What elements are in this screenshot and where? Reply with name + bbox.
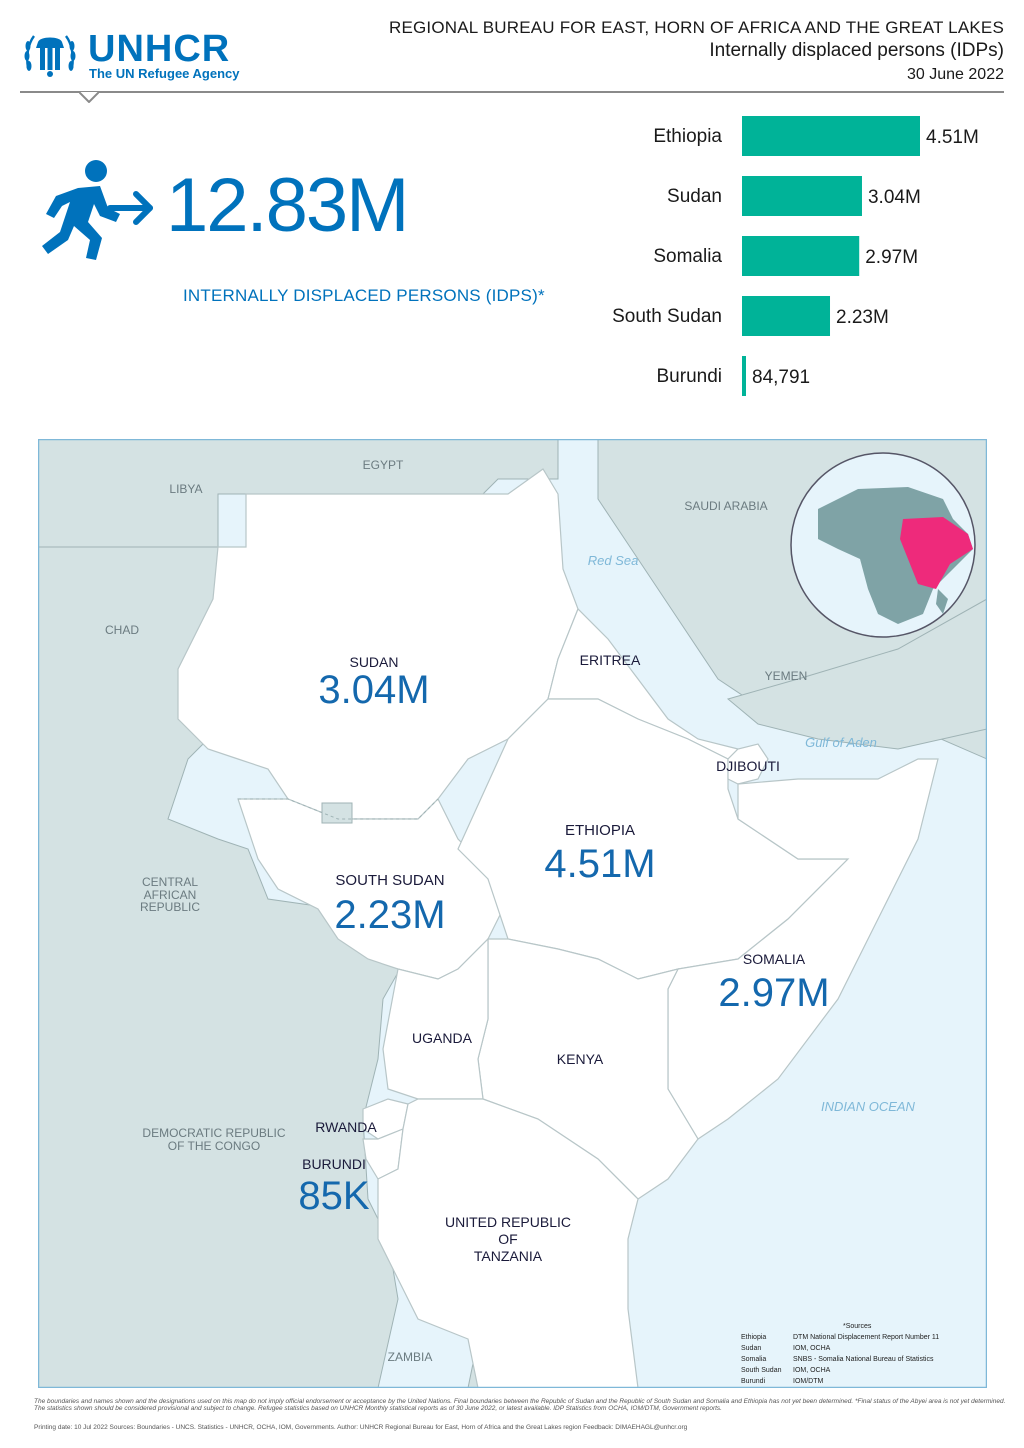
label-eritrea: ERITREA [580,652,641,668]
value-ethiopia: 4.51M [544,842,655,886]
value-somalia: 2.97M [718,971,829,1015]
label-zambia: ZAMBIA [388,1350,433,1364]
header-notch-icon [79,91,99,103]
footer-disclaimer: The boundaries and names shown and the d… [34,1398,1006,1412]
report-date: 30 June 2022 [907,66,1004,83]
report-subtitle: Internally displaced persons (IDPs) [709,40,1004,61]
label-tanzania-2: OF [498,1231,517,1247]
bar-2 [742,236,860,276]
somalia-shape [667,758,939,1140]
africa-globe-inset [790,452,976,638]
abyei-area [321,802,353,824]
src-country-1: Sudan [741,1345,761,1352]
bar-value-label-2: 2.97M [865,247,918,268]
bar-label-3: South Sudan [612,306,722,327]
bar-value-label-1: 3.04M [868,187,921,208]
label-egypt: EGYPT [363,458,404,472]
bar-3 [742,296,831,336]
value-south-sudan: 2.23M [334,893,445,937]
label-car-3: REPUBLIC [140,900,200,914]
label-uganda: UGANDA [412,1030,473,1046]
src-text-3: IOM, OCHA [793,1367,831,1374]
label-libya: LIBYA [169,482,202,496]
bureau-title: REGIONAL BUREAU FOR EAST, HORN OF AFRICA… [388,18,1004,37]
label-chad: CHAD [105,623,139,637]
footer-print-line: Printing date: 10 Jul 2022 Sources: Boun… [34,1424,688,1431]
bar-value-label-4: 84,791 [752,367,810,388]
label-rwanda: RWANDA [315,1119,377,1135]
header-divider [20,91,1004,93]
disputed-boundary [238,798,439,820]
label-south-sudan: SOUTH SUDAN [335,872,444,889]
sources-block: *Sources Ethiopia DTM National Displacem… [741,1323,939,1385]
src-text-1: IOM, OCHA [793,1345,831,1352]
bar-label-2: Somalia [653,246,722,267]
label-indian-ocean: INDIAN OCEAN [821,1099,916,1114]
label-tanzania-1: UNITED REPUBLIC [445,1214,571,1230]
bar-label-4: Burundi [657,366,723,387]
src-country-0: Ethiopia [741,1334,766,1341]
logo-tagline: The UN Refugee Agency [89,66,240,81]
src-text-2: SNBS - Somalia National Bureau of Statis… [793,1356,934,1363]
east-africa-idp-map: EGYPT LIBYA CHAD SAUDI ARABIA YEMEN ZAMB… [38,439,987,1388]
label-drc-2: OF THE CONGO [168,1139,260,1153]
src-country-4: Burundi [741,1378,766,1385]
label-saudi-arabia: SAUDI ARABIA [684,499,767,513]
label-ethiopia: ETHIOPIA [565,822,635,839]
value-burundi: 85K [298,1174,369,1218]
logo-name: UNHCR [88,28,231,70]
map-frame [38,439,987,1388]
tanzania-shape [377,1098,639,1388]
label-car-1: CENTRAL [142,875,198,889]
bar-label-0: Ethiopia [653,126,722,147]
bar-1 [742,176,862,216]
bar-value-label-0: 4.51M [926,127,979,148]
idp-by-country-bar-chart: Ethiopia 4.51M Sudan 3.04M Somalia 2.97M South… [612,116,979,396]
djibouti-shape [727,743,769,785]
total-idp-value: 12.83M [166,163,409,248]
label-car-2: AFRICAN [144,888,197,902]
bar-4 [742,356,746,396]
label-gulf-of-aden: Gulf of Aden [805,735,877,750]
person-walking-arrow-icon [42,160,153,260]
label-djibouti: DJIBOUTI [716,758,780,774]
bar-0 [742,116,920,156]
total-idp-label: INTERNALLY DISPLACED PERSONS (IDPS)* [183,286,545,305]
label-sudan: SUDAN [349,654,398,670]
sources-title: *Sources [843,1323,872,1330]
focus-countries [177,468,939,1388]
label-red-sea: Red Sea [588,553,639,568]
bar-value-label-3: 2.23M [836,307,889,328]
label-drc-1: DEMOCRATIC REPUBLIC [142,1126,285,1140]
label-burundi: BURUNDI [302,1156,366,1172]
value-sudan: 3.04M [318,668,429,712]
src-country-2: Somalia [741,1356,766,1363]
src-country-3: South Sudan [741,1367,782,1374]
uganda-shape [382,937,489,1100]
label-yemen: YEMEN [765,669,808,683]
label-kenya: KENYA [557,1051,604,1067]
label-somalia: SOMALIA [743,951,806,967]
src-text-0: DTM National Displacement Report Number … [793,1334,939,1341]
unhcr-logo-icon [24,35,76,77]
label-tanzania-3: TANZANIA [474,1248,543,1264]
src-text-4: IOM/DTM [793,1378,823,1385]
bar-label-1: Sudan [667,186,722,207]
